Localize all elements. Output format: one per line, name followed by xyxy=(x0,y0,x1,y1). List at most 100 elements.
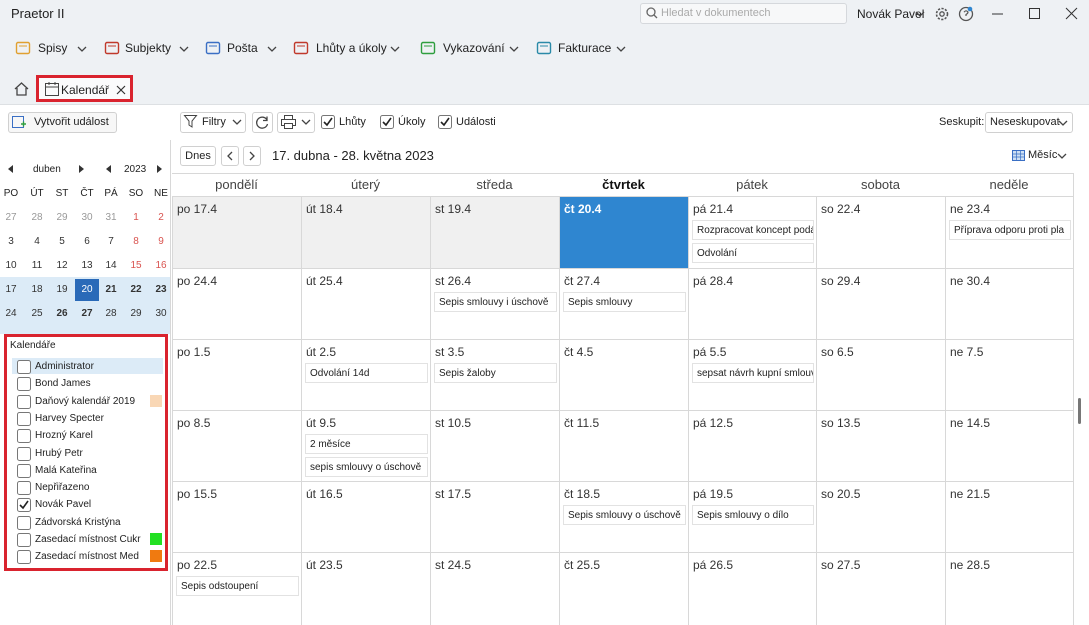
mini-day[interactable]: 31 xyxy=(99,207,123,229)
day-label: út 9.5 xyxy=(306,416,336,430)
day-label: ne 21.5 xyxy=(950,487,990,501)
maximize[interactable] xyxy=(1029,8,1040,19)
checkbox[interactable] xyxy=(438,115,452,129)
event[interactable]: Sepis smlouvy xyxy=(563,292,686,312)
mini-day[interactable]: 21 xyxy=(99,279,123,301)
calendar-name[interactable]: Hrubý Petr xyxy=(35,448,83,459)
calendar-name[interactable]: Bond James xyxy=(35,378,91,389)
event[interactable]: Sepis žaloby xyxy=(434,363,557,383)
mini-day[interactable]: 29 xyxy=(50,207,74,229)
mini-day[interactable]: 6 xyxy=(75,231,99,253)
mini-day[interactable]: 10 xyxy=(0,255,23,277)
event[interactable]: Odvolání xyxy=(692,243,814,263)
checkbox[interactable] xyxy=(321,115,335,129)
event[interactable]: sepsat návrh kupní smlouvy xyxy=(692,363,814,383)
checkbox[interactable] xyxy=(17,550,31,564)
calendar-name[interactable]: Hrozný Karel xyxy=(35,430,93,441)
mini-day[interactable]: 13 xyxy=(75,255,99,277)
mini-day[interactable]: 8 xyxy=(124,231,148,253)
event[interactable]: Sepis smlouvy o úschově xyxy=(563,505,686,525)
menu-icon xyxy=(421,41,436,55)
calendar-name[interactable]: Zádvorská Kristýna xyxy=(35,517,121,528)
checkbox[interactable] xyxy=(17,516,31,530)
view-select[interactable]: Měsíc xyxy=(1028,149,1057,161)
checkbox[interactable] xyxy=(17,360,31,374)
menu-item[interactable]: Subjekty xyxy=(125,41,171,55)
menu-item[interactable]: Lhůty a úkoly xyxy=(316,41,387,55)
menu-item[interactable]: Pošta xyxy=(227,41,258,55)
toolbar-check-label[interactable]: Úkoly xyxy=(398,116,426,128)
weekday-header: sobota xyxy=(816,177,945,192)
calendar-name[interactable]: Malá Kateřina xyxy=(35,465,97,476)
mini-day[interactable]: 30 xyxy=(75,207,99,229)
mini-next-year[interactable] xyxy=(157,165,163,173)
mini-day[interactable]: 1 xyxy=(124,207,148,229)
mini-day[interactable]: 24 xyxy=(0,303,23,325)
close-window[interactable] xyxy=(1066,8,1077,19)
checkbox[interactable] xyxy=(17,498,31,512)
checkbox[interactable] xyxy=(17,377,31,391)
mini-day[interactable]: 14 xyxy=(99,255,123,277)
mini-day[interactable]: 19 xyxy=(50,279,74,301)
day-label: po 22.5 xyxy=(177,558,217,572)
checkbox[interactable] xyxy=(17,481,31,495)
mini-day[interactable]: 5 xyxy=(50,231,74,253)
scrollbar-thumb[interactable] xyxy=(1078,398,1081,424)
help-icon[interactable] xyxy=(958,6,974,22)
tab-close[interactable] xyxy=(117,86,125,94)
mini-day[interactable]: 11 xyxy=(25,255,49,277)
mini-day[interactable]: 26 xyxy=(50,303,74,325)
mini-day[interactable]: 12 xyxy=(50,255,74,277)
mini-day[interactable]: 27 xyxy=(75,303,99,325)
mini-day[interactable]: 28 xyxy=(25,207,49,229)
menu-item[interactable]: Spisy xyxy=(38,41,67,55)
checkbox[interactable] xyxy=(380,115,394,129)
mini-prev-year[interactable] xyxy=(106,165,112,173)
mini-day[interactable]: 20 xyxy=(75,279,99,301)
event[interactable]: Sepis smlouvy o dílo xyxy=(692,505,814,525)
mini-day[interactable]: 4 xyxy=(25,231,49,253)
mini-day[interactable]: 22 xyxy=(124,279,148,301)
mini-day[interactable]: 27 xyxy=(0,207,23,229)
checkbox[interactable] xyxy=(17,412,31,426)
mini-day[interactable]: 17 xyxy=(0,279,23,301)
mini-day[interactable]: 7 xyxy=(99,231,123,253)
event[interactable]: Příprava odporu proti pla xyxy=(949,220,1071,240)
calendar-name[interactable]: Daňový kalendář 2019 xyxy=(35,396,135,407)
calendar-name[interactable]: Zasedací místnost Med xyxy=(35,551,139,562)
filter-label[interactable]: Filtry xyxy=(202,116,226,128)
checkbox[interactable] xyxy=(17,395,31,409)
event[interactable]: Sepis odstoupení xyxy=(176,576,299,596)
event[interactable]: sepis smlouvy o úschově xyxy=(305,457,428,477)
mini-day[interactable]: 28 xyxy=(99,303,123,325)
mini-day[interactable]: 25 xyxy=(25,303,49,325)
mini-day[interactable]: 15 xyxy=(124,255,148,277)
event[interactable]: Sepis smlouvy i úschově xyxy=(434,292,557,312)
checkbox[interactable] xyxy=(17,464,31,478)
menu-item[interactable]: Fakturace xyxy=(558,41,611,55)
mini-prev-month[interactable] xyxy=(8,165,14,173)
mini-day[interactable]: 3 xyxy=(0,231,23,253)
calendar-name[interactable]: Novák Pavel xyxy=(35,499,91,510)
mini-next-month[interactable] xyxy=(79,165,85,173)
create-label[interactable]: Vytvořit událost xyxy=(34,116,109,128)
calendar-name[interactable]: Administrator xyxy=(35,361,94,372)
calendar-name[interactable]: Harvey Specter xyxy=(35,413,104,424)
menu-item[interactable]: Vykazování xyxy=(443,41,505,55)
calendar-name[interactable]: Zasedací místnost Cukr xyxy=(35,534,141,545)
checkbox[interactable] xyxy=(17,447,31,461)
calendar-name[interactable]: Nepřiřazeno xyxy=(35,482,89,493)
checkbox[interactable] xyxy=(17,429,31,443)
home-icon[interactable] xyxy=(14,82,29,96)
event[interactable]: Rozpracovat koncept podá xyxy=(692,220,814,240)
toolbar-check-label[interactable]: Události xyxy=(456,116,496,128)
checkbox[interactable] xyxy=(17,533,31,547)
mini-day[interactable]: 18 xyxy=(25,279,49,301)
toolbar-check-label[interactable]: Lhůty xyxy=(339,116,366,128)
settings-icon[interactable] xyxy=(934,6,950,22)
mini-day[interactable]: 29 xyxy=(124,303,148,325)
minimize[interactable] xyxy=(992,13,1004,15)
event[interactable]: Odvolání 14d xyxy=(305,363,428,383)
event[interactable]: 2 měsíce xyxy=(305,434,428,454)
today-button[interactable]: Dnes xyxy=(180,146,216,166)
